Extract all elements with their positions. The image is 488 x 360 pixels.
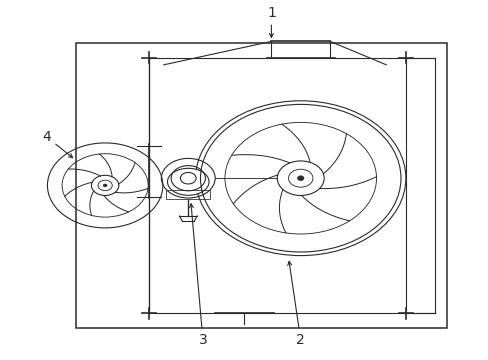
Text: 3: 3 [189, 204, 207, 347]
Circle shape [103, 184, 107, 187]
Circle shape [297, 176, 304, 181]
Bar [166, 190, 210, 199]
Text: 4: 4 [42, 130, 73, 158]
Bar [76, 43, 447, 328]
Text: 2: 2 [287, 261, 305, 347]
Text: 1: 1 [266, 6, 275, 37]
Ellipse shape [167, 168, 209, 195]
